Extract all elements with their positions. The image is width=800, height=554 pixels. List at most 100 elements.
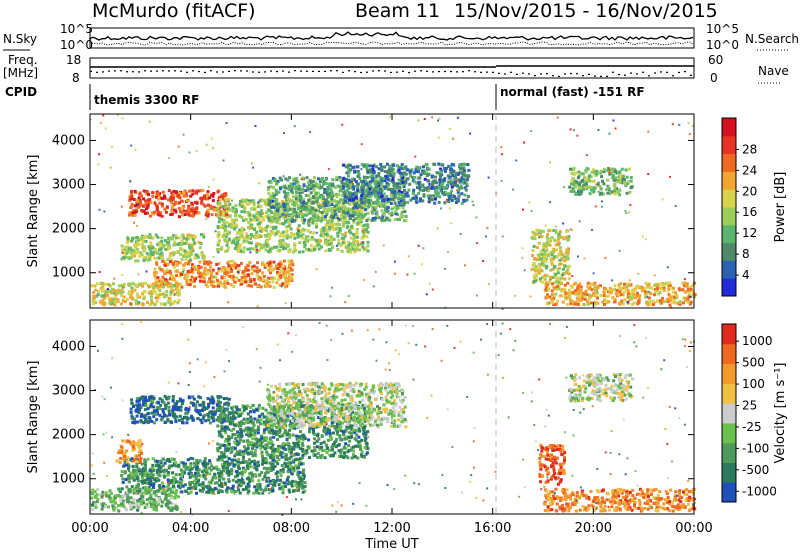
data-cell — [188, 242, 192, 246]
data-cell — [439, 169, 443, 173]
data-cell — [348, 214, 352, 218]
data-cell — [417, 170, 420, 174]
data-cell — [190, 201, 194, 205]
data-cell — [306, 209, 310, 213]
nave-tick — [564, 73, 566, 75]
data-cell — [130, 286, 134, 290]
data-cell — [642, 286, 646, 290]
data-cell — [561, 253, 565, 257]
data-cell — [558, 230, 562, 234]
data-cell — [543, 264, 545, 267]
data-cell — [586, 281, 590, 285]
nave-tick — [522, 72, 524, 74]
data-cell — [174, 420, 178, 424]
data-cell — [245, 240, 249, 244]
data-cell — [306, 194, 309, 197]
data-cell — [252, 199, 256, 203]
data-cell — [137, 243, 141, 247]
data-cell — [267, 276, 271, 280]
data-cell — [534, 279, 538, 283]
data-cell — [577, 255, 579, 258]
data-cell — [154, 271, 158, 275]
data-cell — [313, 212, 317, 216]
data-cell — [337, 193, 341, 197]
data-cell — [234, 207, 238, 211]
data-cell — [132, 249, 136, 253]
data-cell — [316, 185, 320, 189]
data-cell — [372, 187, 376, 191]
data-cell — [268, 196, 272, 199]
data-cell — [201, 484, 205, 488]
data-cell — [434, 197, 437, 201]
data-cell — [246, 247, 250, 251]
data-cell — [393, 272, 396, 275]
data-cell — [464, 179, 468, 183]
data-cell — [261, 216, 265, 220]
data-cell — [159, 292, 163, 296]
data-cell — [279, 216, 282, 219]
data-cell — [563, 264, 567, 268]
data-cell — [464, 188, 468, 192]
data-cell — [501, 308, 504, 310]
data-cell — [364, 231, 367, 234]
data-cell — [352, 210, 355, 214]
data-cell — [544, 266, 548, 270]
data-cell — [187, 262, 190, 266]
data-cell — [555, 254, 559, 258]
data-cell — [335, 175, 339, 179]
data-cell — [243, 210, 247, 214]
data-cell — [167, 409, 171, 413]
data-cell — [586, 167, 590, 171]
data-cell — [264, 248, 268, 252]
data-cell — [530, 130, 533, 132]
data-cell — [245, 234, 249, 238]
nave-tick — [570, 72, 572, 75]
data-cell — [595, 172, 599, 176]
data-cell — [234, 204, 238, 208]
data-cell — [132, 209, 136, 213]
data-cell — [197, 395, 201, 399]
data-cell — [227, 479, 231, 483]
data-cell — [338, 227, 342, 231]
data-cell — [129, 180, 132, 183]
data-cell — [278, 274, 282, 278]
data-cell — [360, 163, 364, 167]
data-cell — [131, 421, 135, 424]
data-cell — [541, 280, 545, 284]
data-cell — [342, 191, 346, 195]
data-cell — [242, 240, 246, 244]
data-cell — [351, 185, 355, 189]
data-cell — [180, 248, 184, 252]
data-cell — [169, 481, 172, 485]
data-cell — [292, 207, 296, 211]
data-cell — [203, 260, 207, 264]
nave-tick — [318, 70, 320, 73]
data-cell — [126, 236, 130, 239]
data-cell — [263, 226, 267, 230]
nave-tick — [468, 70, 470, 72]
data-cell — [538, 277, 542, 281]
nave-tick-bottom: 0 — [710, 71, 718, 85]
data-cell — [409, 169, 413, 173]
data-cell — [191, 206, 195, 210]
data-cell — [201, 253, 205, 257]
data-cell — [369, 175, 373, 179]
data-cell — [589, 301, 593, 305]
data-cell — [547, 238, 551, 242]
data-cell — [238, 203, 242, 207]
data-cell — [422, 165, 425, 169]
data-cell — [542, 258, 546, 262]
data-cell — [205, 268, 209, 272]
data-cell — [155, 299, 159, 303]
data-cell — [219, 210, 223, 214]
data-cell — [161, 259, 165, 263]
data-cell — [620, 167, 624, 171]
data-cell — [450, 185, 454, 189]
data-cell — [199, 418, 203, 422]
data-cell — [364, 189, 368, 193]
data-cell — [638, 294, 642, 298]
data-cell — [309, 206, 313, 209]
data-cell — [615, 187, 618, 191]
data-cell — [181, 417, 184, 421]
data-cell — [581, 178, 585, 182]
